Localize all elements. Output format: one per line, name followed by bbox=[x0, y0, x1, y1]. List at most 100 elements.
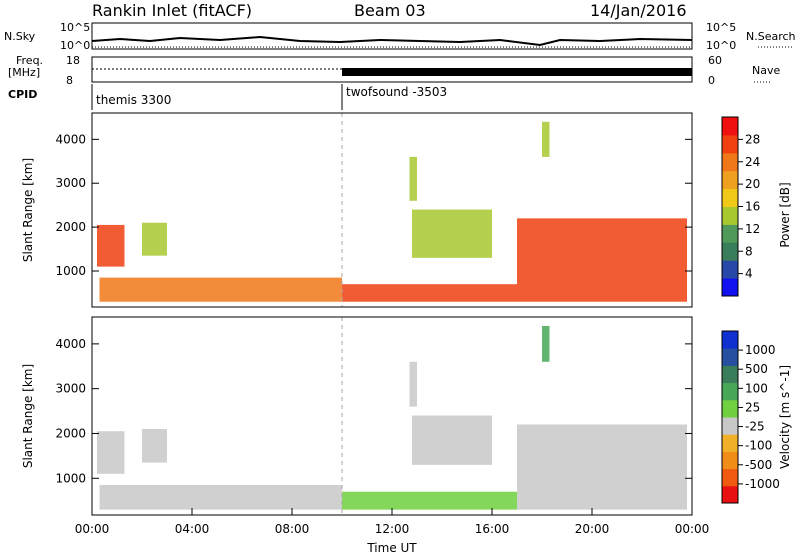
noise-panel: N.Sky 10^5 10^0 10^5 10^0 N.Search bbox=[4, 21, 796, 52]
velocity-ylabel: Slant Range [km] bbox=[21, 364, 35, 468]
colorbar-tick-label-7: -1000 bbox=[745, 477, 780, 491]
freq-left-label-2: [MHz] bbox=[8, 66, 40, 79]
colorbar-swatch-5 bbox=[722, 399, 738, 418]
colorbar-tick-label-5: -100 bbox=[745, 439, 772, 453]
colorbar-swatch-1 bbox=[722, 468, 738, 487]
data-region-3 bbox=[342, 284, 517, 302]
power-colorbar: 28 24 20 16 12 8 4 Power [dB] bbox=[721, 116, 792, 297]
data-region-7 bbox=[542, 325, 550, 362]
data-region-0 bbox=[97, 224, 125, 267]
x-tick-label-2: 08:00 bbox=[275, 522, 310, 536]
freq-left-label-1: Freq. bbox=[16, 54, 43, 67]
colorbar-swatch-9 bbox=[722, 331, 738, 349]
colorbar-tick-label-0: 1000 bbox=[745, 343, 776, 357]
data-region-2 bbox=[99, 277, 342, 302]
y-tick-label-0: 1000 bbox=[55, 264, 86, 278]
colorbar-swatch-0 bbox=[722, 485, 738, 504]
velocity-xlabel: Time UT bbox=[366, 541, 417, 554]
frequency-panel: Freq. [MHz] 18 8 60 0 Nave bbox=[8, 54, 780, 87]
beam-title: Beam 03 bbox=[354, 1, 426, 20]
colorbar-swatch-2 bbox=[722, 242, 738, 261]
power-panel: 1000 2000 3000 4000 Slant Range [km] bbox=[21, 112, 693, 308]
x-tick-label-1: 04:00 bbox=[175, 522, 210, 536]
data-region-3 bbox=[342, 491, 517, 510]
data-region-4 bbox=[412, 209, 492, 258]
colorbar-tick-label-2: 20 bbox=[745, 177, 760, 191]
cpid-mode-2: twofsound -3503 bbox=[346, 85, 447, 99]
freq-left-tick-bottom: 8 bbox=[66, 74, 73, 87]
y-tick-label-2: 3000 bbox=[55, 176, 86, 190]
colorbar-swatch-0 bbox=[722, 278, 738, 297]
colorbar-swatch-6 bbox=[722, 382, 738, 401]
colorbar-tick-label-6: -500 bbox=[745, 458, 772, 472]
data-region-4 bbox=[412, 415, 492, 465]
noise-left-tick-bottom: 10^0 bbox=[60, 39, 90, 52]
data-region-5 bbox=[517, 424, 687, 510]
noise-right-label: N.Search bbox=[746, 30, 796, 43]
colorbar-swatch-9 bbox=[722, 117, 738, 136]
colorbar-swatch-8 bbox=[722, 134, 738, 154]
power-colorbar-ticks: 28 24 20 16 12 8 4 bbox=[738, 132, 760, 281]
date-title: 14/Jan/2016 bbox=[590, 1, 687, 20]
colorbar-tick-label-3: 25 bbox=[745, 400, 760, 414]
data-region-7 bbox=[542, 121, 550, 157]
colorbar-swatch-5 bbox=[722, 188, 738, 207]
colorbar-swatch-3 bbox=[722, 434, 738, 452]
colorbar-swatch-6 bbox=[722, 170, 738, 190]
freq-right-label: Nave bbox=[752, 64, 780, 77]
velocity-colorbar-ticks: 1000 500 100 25 -25 -100 -500 -1000 bbox=[738, 343, 780, 491]
colorbar-swatch-4 bbox=[722, 417, 738, 435]
station-title: Rankin Inlet (fitACF) bbox=[92, 1, 252, 20]
colorbar-tick-label-2: 100 bbox=[745, 381, 768, 395]
velocity-colorbar: 1000 500 100 25 -25 -100 -500 -1000 Velocity [m… bbox=[721, 330, 792, 504]
noise-left-label: N.Sky bbox=[4, 30, 36, 43]
velocity-x-ticks: 00:00 04:00 08:00 12:00 16:00 20:00 00:00 bbox=[75, 508, 710, 536]
colorbar-tick-label-4: -25 bbox=[745, 420, 765, 434]
y-tick-label-2: 3000 bbox=[55, 382, 86, 396]
velocity-colorbar-label: Velocity [m s^-1] bbox=[778, 365, 792, 469]
data-region-1 bbox=[142, 222, 167, 256]
nave-fill bbox=[342, 68, 692, 76]
y-tick-label-1: 2000 bbox=[55, 220, 86, 234]
y-tick-label-0: 1000 bbox=[55, 471, 86, 485]
colorbar-tick-label-3: 16 bbox=[745, 200, 760, 214]
cpid-mode-1: themis 3300 bbox=[96, 93, 171, 107]
colorbar-swatch-8 bbox=[722, 348, 738, 366]
colorbar-swatch-1 bbox=[722, 260, 738, 279]
data-region-6 bbox=[409, 361, 417, 407]
data-region-1 bbox=[142, 428, 167, 463]
data-region-0 bbox=[97, 431, 125, 474]
y-tick-label-3: 4000 bbox=[55, 132, 86, 146]
colorbar-swatch-7 bbox=[722, 152, 738, 172]
colorbar-tick-label-6: 4 bbox=[745, 267, 753, 281]
noise-right-tick-top: 10^5 bbox=[706, 21, 736, 34]
noise-right-tick-bottom: 10^0 bbox=[706, 39, 736, 52]
velocity-y-ticks: 1000 2000 3000 4000 bbox=[55, 337, 692, 485]
velocity-data-regions bbox=[97, 325, 687, 510]
power-colorbar-label: Power [dB] bbox=[778, 182, 792, 247]
velocity-panel: 1000 2000 3000 4000 00:00 04:00 08:00 12:00 16:… bbox=[21, 316, 710, 554]
colorbar-swatch-2 bbox=[722, 451, 738, 470]
x-tick-label-0: 00:00 bbox=[75, 522, 110, 536]
data-region-5 bbox=[517, 218, 687, 302]
freq-right-tick-top: 60 bbox=[708, 54, 722, 67]
colorbar-swatch-7 bbox=[722, 365, 738, 384]
x-tick-label-6: 00:00 bbox=[675, 522, 710, 536]
power-ylabel: Slant Range [km] bbox=[21, 158, 35, 262]
data-region-2 bbox=[99, 484, 342, 510]
power-y-ticks: 1000 2000 3000 4000 bbox=[55, 132, 692, 278]
colorbar-tick-label-0: 28 bbox=[745, 132, 760, 146]
x-tick-label-5: 20:00 bbox=[575, 522, 610, 536]
colorbar-tick-label-1: 500 bbox=[745, 362, 768, 376]
cpid-label: CPID bbox=[8, 88, 37, 101]
x-tick-label-4: 16:00 bbox=[475, 522, 510, 536]
cpid-panel: CPID themis 3300 twofsound -3503 bbox=[8, 84, 447, 110]
colorbar-tick-label-5: 8 bbox=[745, 244, 753, 258]
colorbar-swatch-4 bbox=[722, 206, 738, 225]
colorbar-tick-label-4: 12 bbox=[745, 222, 760, 236]
y-tick-label-1: 2000 bbox=[55, 426, 86, 440]
noise-left-tick-top: 10^5 bbox=[60, 21, 90, 34]
colorbar-tick-label-1: 24 bbox=[745, 155, 760, 169]
freq-right-tick-bottom: 0 bbox=[708, 74, 715, 87]
